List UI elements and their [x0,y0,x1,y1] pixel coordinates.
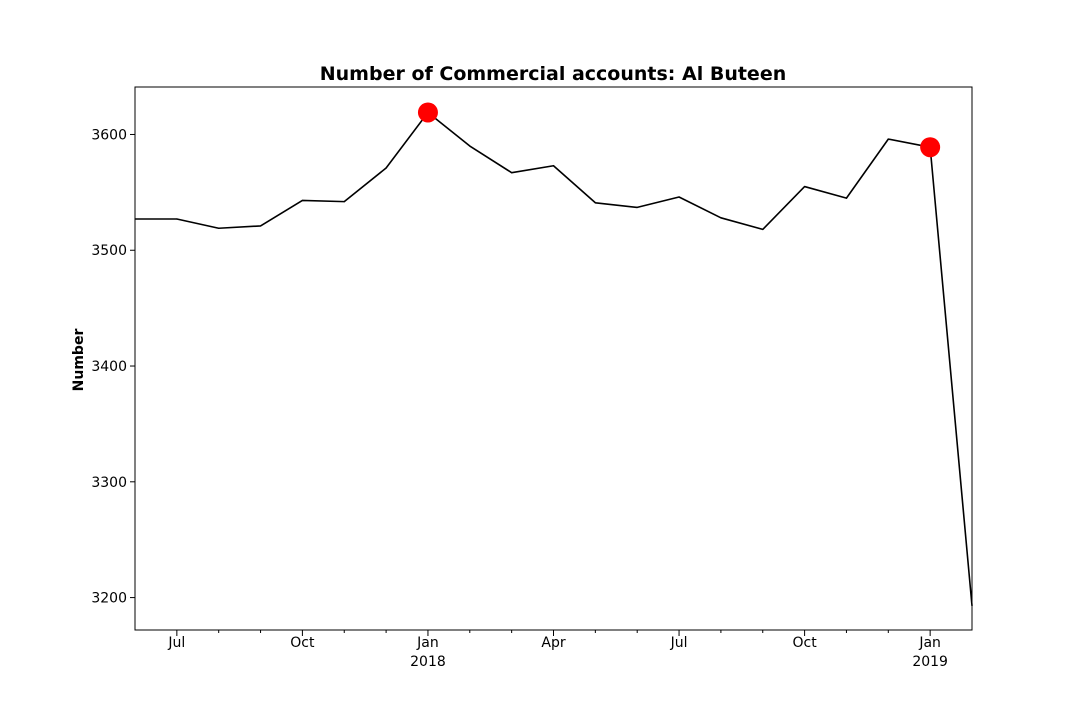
x-tick-label: Oct [290,635,315,651]
series-point [301,199,303,202]
series-point [887,138,889,140]
series-point [804,185,806,188]
x-tick-label: Jul [670,635,688,651]
series-point [636,206,638,209]
series-point [385,167,387,169]
x-tick-label: Jul [167,635,185,651]
axes-frame [134,86,973,631]
series-point [218,227,220,229]
y-tick-label: 3500 [91,243,127,259]
x-tick-label: Jan [918,635,941,651]
series-point [678,196,680,198]
y-tick-label: 3600 [91,127,127,143]
x-tick-label: Jan [416,635,439,651]
x-tick-label: Apr [541,635,565,651]
y-tick-label: 3300 [91,475,127,491]
series-point [845,197,848,199]
y-tick-label: 3400 [91,359,127,375]
y-axis-label: Number [71,329,87,392]
x-axis-ticks: Jul Oct Jan 2018 Apr Jul Oct Jan 2019 [167,630,948,670]
highlight-marker [417,102,438,123]
series-point [259,225,262,227]
series-point [762,228,764,231]
series-point [594,202,596,204]
x-tick-label: Oct [792,635,817,651]
y-tick-label: 3200 [91,591,127,607]
plot-area [134,102,973,607]
y-axis-ticks: 3200 3300 3400 3500 3600 [91,127,135,607]
highlight-marker [920,137,941,158]
series-point [511,172,513,174]
series-point [176,218,178,220]
series-point [552,165,555,167]
series-line [135,111,973,606]
chart-title: Number of Commercial accounts: Al Buteen [320,63,786,85]
x-tick-year-label: 2019 [912,654,948,670]
series-point [469,145,471,147]
series-point [343,201,345,203]
series-point [720,217,722,219]
x-tick-year-label: 2018 [410,654,446,670]
